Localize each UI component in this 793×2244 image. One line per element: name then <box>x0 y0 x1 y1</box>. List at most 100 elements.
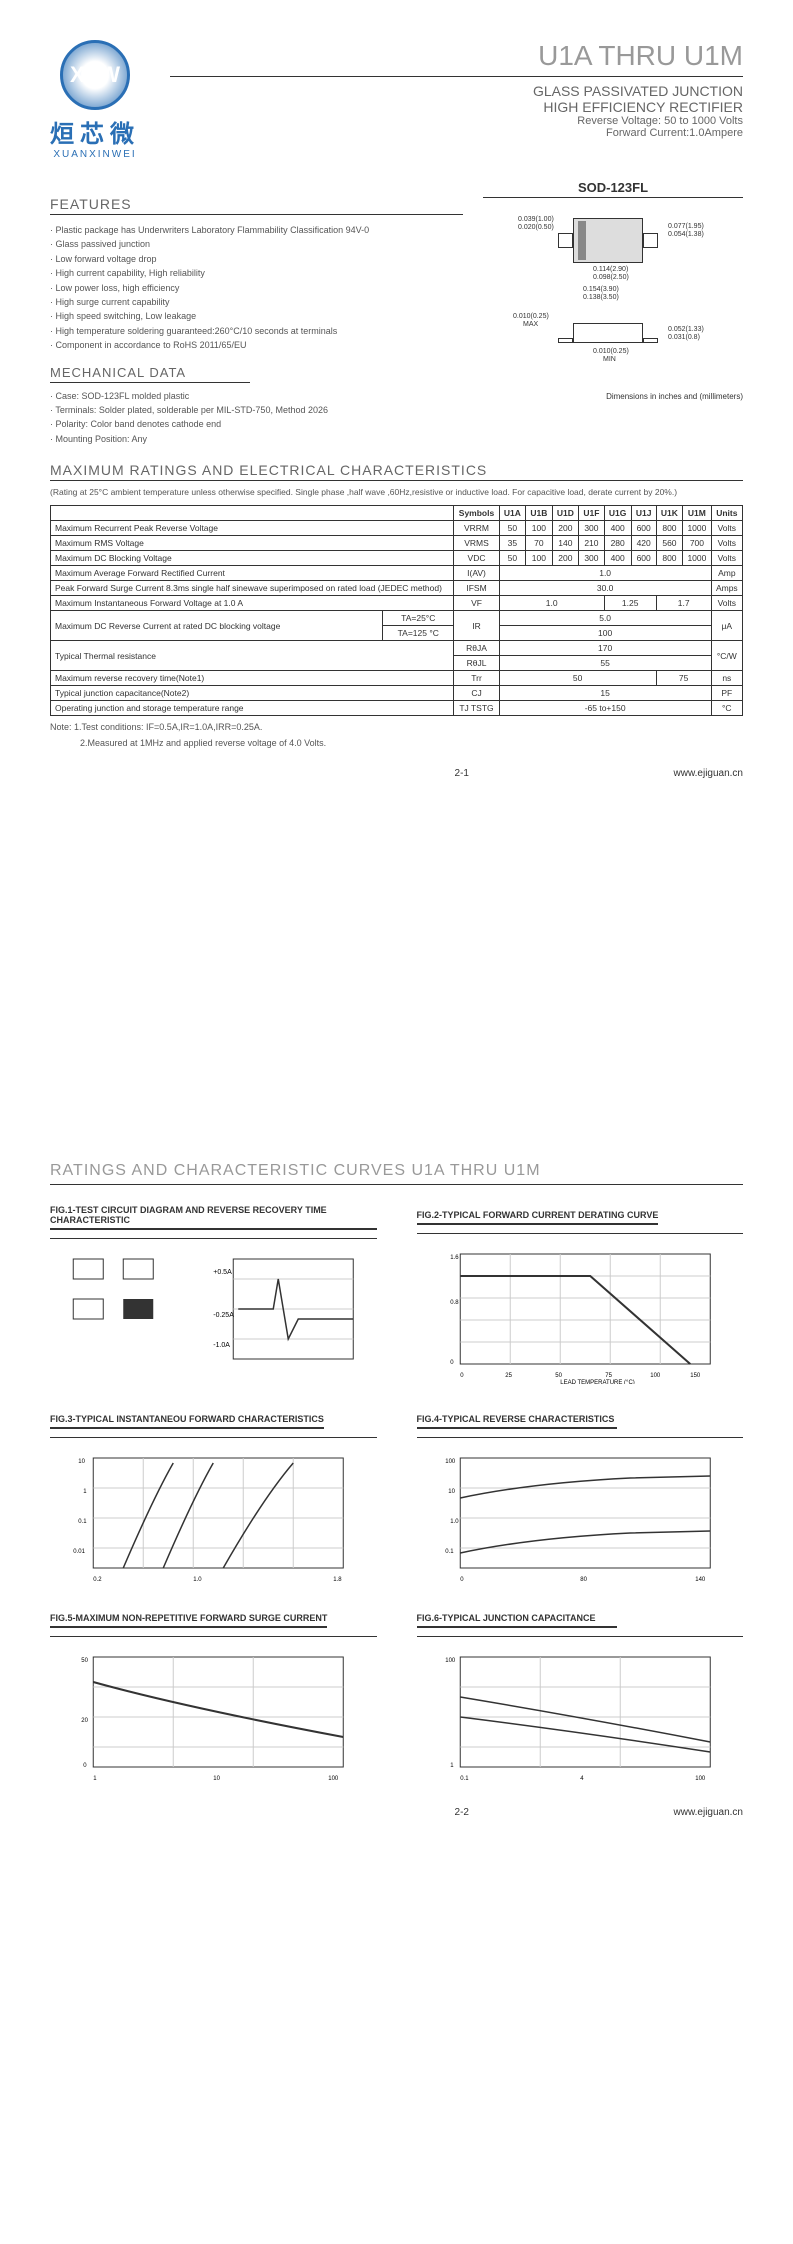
svg-text:-0.25A: -0.25A <box>213 1312 234 1319</box>
svg-text:25: 25 <box>505 1373 512 1379</box>
sym: IR <box>454 611 499 641</box>
footer-url: www.ejiguan.cn <box>674 1807 743 1818</box>
svg-text:0.1: 0.1 <box>445 1549 454 1555</box>
cell: 300 <box>579 521 605 536</box>
svg-text:100: 100 <box>445 1459 456 1465</box>
feature-item: Component in accordance to RoHS 2011/65/… <box>50 338 463 352</box>
svg-text:1.6: 1.6 <box>450 1255 459 1261</box>
svg-text:50: 50 <box>555 1373 562 1379</box>
feature-item: Glass passived junction <box>50 237 463 251</box>
svg-text:0: 0 <box>450 1360 454 1366</box>
sym: VRRM <box>454 521 499 536</box>
cell: 1.25 <box>604 596 656 611</box>
feature-item: High current capability, High reliabilit… <box>50 266 463 280</box>
row-label: Maximum reverse recovery time(Note1) <box>51 671 454 686</box>
svg-text:0.1: 0.1 <box>460 1776 469 1782</box>
cell: 100 <box>526 521 553 536</box>
page-title: U1A THRU U1M <box>170 40 743 77</box>
feature-item: High surge current capability <box>50 295 463 309</box>
svg-text:10: 10 <box>78 1459 85 1465</box>
page2-title: RATINGS AND CHARACTERISTIC CURVES U1A TH… <box>50 1162 743 1185</box>
package-label: SOD-123FL <box>483 180 743 198</box>
svg-text:+0.5A: +0.5A <box>213 1269 232 1276</box>
note-2: 2.Measured at 1MHz and applied reverse v… <box>50 738 743 748</box>
svg-text:0.01: 0.01 <box>73 1549 85 1555</box>
sym: RθJL <box>454 656 499 671</box>
dim: 0.098(2.50) <box>593 274 629 281</box>
dim: 0.039(1.00) <box>518 216 554 223</box>
cell: 700 <box>683 536 711 551</box>
sym: VF <box>454 596 499 611</box>
fig3-chart: 1010.10.01 0.21.01.8 <box>50 1448 377 1588</box>
mech-item: Case: SOD-123FL molded plastic <box>50 389 463 403</box>
feature-item: High speed switching, Low leakage <box>50 309 463 323</box>
cell: 1.7 <box>656 596 711 611</box>
cell: 100 <box>499 626 711 641</box>
unit: Volts <box>711 521 742 536</box>
svg-text:20: 20 <box>81 1718 88 1724</box>
cell: 15 <box>499 686 711 701</box>
unit: ns <box>711 671 742 686</box>
spec-1: Reverse Voltage: 50 to 1000 Volts <box>170 115 743 127</box>
dim: 0.054(1.38) <box>668 231 704 238</box>
cell: 140 <box>552 536 579 551</box>
temp: TA=125 °C <box>383 626 454 641</box>
cell: 210 <box>579 536 605 551</box>
dim: 0.077(1.95) <box>668 223 704 230</box>
col: U1D <box>552 506 579 521</box>
svg-text:50: 50 <box>81 1658 88 1664</box>
cell: 200 <box>552 521 579 536</box>
dim: 0.010(0.25) <box>593 348 629 355</box>
sym: CJ <box>454 686 499 701</box>
fig1-title: FIG.1-TEST CIRCUIT DIAGRAM AND REVERSE R… <box>50 1205 377 1230</box>
svg-text:1: 1 <box>93 1776 97 1782</box>
mech-item: Terminals: Solder plated, solderable per… <box>50 403 463 417</box>
svg-text:1.0: 1.0 <box>193 1577 202 1583</box>
mech-list: Case: SOD-123FL molded plastic Terminals… <box>50 389 463 447</box>
svg-text:150: 150 <box>690 1373 701 1379</box>
sym: RθJA <box>454 641 499 656</box>
mech-title: MECHANICAL DATA <box>50 365 250 383</box>
row-label: Maximum Instantaneous Forward Voltage at… <box>51 596 454 611</box>
row-label: Maximum DC Reverse Current at rated DC b… <box>51 611 383 641</box>
unit: Volts <box>711 596 742 611</box>
temp: TA=25°C <box>383 611 454 626</box>
cell: 170 <box>499 641 711 656</box>
row-label: Maximum Average Forward Rectified Curren… <box>51 566 454 581</box>
subtitle-2: HIGH EFFICIENCY RECTIFIER <box>170 99 743 115</box>
unit: μA <box>711 611 742 641</box>
svg-text:100: 100 <box>328 1776 339 1782</box>
cell: 55 <box>499 656 711 671</box>
logo-xxw: XXW <box>70 62 120 88</box>
col: U1A <box>499 506 526 521</box>
cell: 50 <box>499 671 656 686</box>
svg-text:0.8: 0.8 <box>450 1300 459 1306</box>
col: U1M <box>683 506 711 521</box>
unit: °C <box>711 701 742 716</box>
dim: 0.154(3.90) <box>583 286 619 293</box>
fig5-title: FIG.5-MAXIMUM NON-REPETITIVE FORWARD SUR… <box>50 1613 327 1628</box>
svg-text:140: 140 <box>695 1577 706 1583</box>
cell: -65 to+150 <box>499 701 711 716</box>
ratings-table: Symbols U1A U1B U1D U1F U1G U1J U1K U1M … <box>50 505 743 716</box>
logo-mark: XXW <box>60 40 130 110</box>
sym: TJ TSTG <box>454 701 499 716</box>
sym: VRMS <box>454 536 499 551</box>
spec-2: Forward Current:1.0Ampere <box>170 127 743 139</box>
cell: 800 <box>656 551 683 566</box>
cell: 400 <box>604 521 631 536</box>
dim: 0.031(0.8) <box>668 334 700 341</box>
row-label: Operating junction and storage temperatu… <box>51 701 454 716</box>
col: U1F <box>579 506 605 521</box>
cell: 30.0 <box>499 581 711 596</box>
svg-text:0: 0 <box>83 1763 87 1769</box>
features-title: FEATURES <box>50 196 463 215</box>
unit: PF <box>711 686 742 701</box>
row-label: Peak Forward Surge Current 8.3ms single … <box>51 581 454 596</box>
row-label: Maximum Recurrent Peak Reverse Voltage <box>51 521 454 536</box>
cell: 200 <box>552 551 579 566</box>
mech-item: Mounting Position: Any <box>50 432 463 446</box>
cell: 1.0 <box>499 596 604 611</box>
subtitle-1: GLASS PASSIVATED JUNCTION <box>170 83 743 99</box>
svg-text:80: 80 <box>580 1577 587 1583</box>
